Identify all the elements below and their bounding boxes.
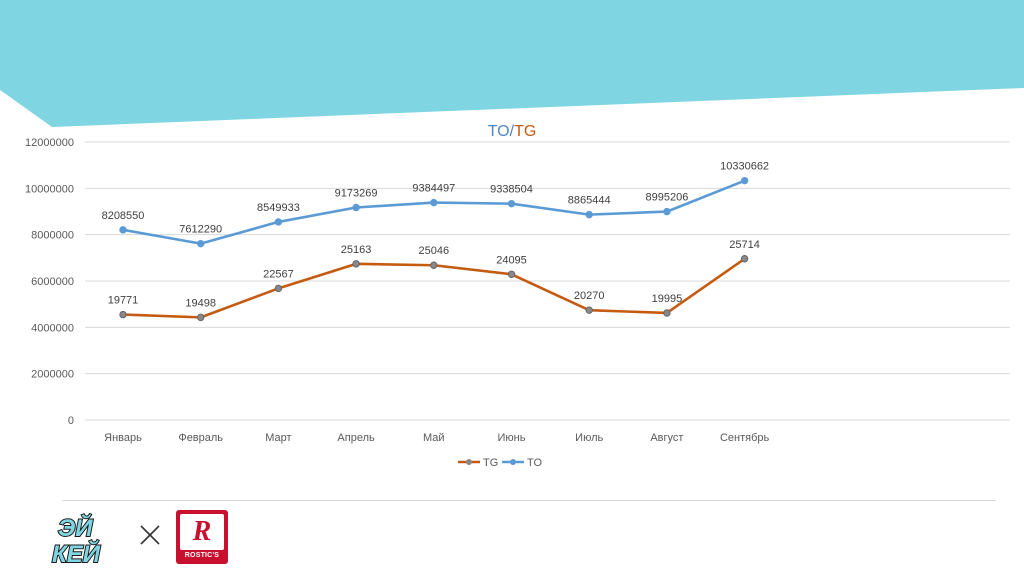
- data-label-tg: 25714: [729, 239, 760, 251]
- y-tick-label: 0: [68, 415, 74, 427]
- data-label-tg: 25163: [341, 244, 372, 256]
- data-point-tg: [274, 284, 283, 293]
- svg-text:КЕЙ: КЕЙ: [52, 539, 101, 566]
- legend: TG TO: [458, 457, 543, 469]
- data-point-to: [119, 226, 127, 234]
- data-point-tg: [119, 310, 127, 319]
- line-chart: 0 2000000 4000000 6000000 8000000 10000000 120…: [25, 137, 1010, 469]
- data-label-tg: 22567: [263, 268, 294, 280]
- svg-text:ЭЙ: ЭЙ: [58, 513, 93, 542]
- footer-divider: [62, 500, 996, 501]
- x-tick-label: Август: [650, 432, 683, 444]
- legend-marker-to: [510, 459, 516, 465]
- y-tick-label: 12000000: [25, 137, 74, 149]
- x-tick-label: Июль: [575, 432, 603, 444]
- title-tg: TG: [514, 123, 537, 140]
- data-point-tg: [507, 270, 516, 278]
- data-label-to: 8208550: [102, 210, 145, 222]
- cross-icon: [140, 525, 160, 545]
- data-point-to: [585, 210, 593, 219]
- title-to: TO: [487, 123, 510, 140]
- data-label-to: 8549933: [257, 202, 300, 214]
- data-label-to: 8995206: [645, 192, 688, 204]
- title-separator: /: [509, 123, 515, 140]
- rostics-r-icon: R: [192, 516, 212, 547]
- footer-logos: ЭЙ КЕЙ R ROSTIC'S: [50, 508, 250, 568]
- rostics-emblem: R: [180, 514, 224, 550]
- x-tick-label: Январь: [104, 432, 142, 444]
- data-label-to: 9173269: [335, 187, 378, 199]
- data-label-tg: 25046: [419, 245, 450, 257]
- data-point-tg: [430, 261, 438, 269]
- y-tick-label: 8000000: [31, 230, 74, 242]
- data-point-to: [352, 203, 360, 212]
- data-point-tg: [585, 306, 593, 314]
- data-label-tg: 19771: [108, 295, 139, 307]
- data-point-tg: [197, 313, 205, 322]
- y-tick-label: 10000000: [25, 183, 74, 195]
- x-tick-label: Май: [423, 432, 445, 444]
- ey-kei-logo: ЭЙ КЕЙ: [51, 512, 102, 566]
- y-axis-ticks: 0 2000000 4000000 6000000 8000000 10000000 120…: [25, 137, 74, 427]
- data-label-tg: 19498: [185, 297, 216, 309]
- legend-marker-tg: [466, 459, 472, 465]
- legend-label-to: TO: [527, 457, 543, 469]
- data-label-to: 9338504: [490, 184, 533, 196]
- banner-shape: [0, 0, 1024, 127]
- data-label-to: 9384497: [412, 183, 455, 195]
- chart-title: TO/TG: [0, 123, 1024, 141]
- data-point-to: [197, 239, 205, 248]
- y-tick-label: 2000000: [31, 369, 74, 381]
- data-point-to: [274, 218, 283, 226]
- data-label-tg: 19995: [652, 293, 683, 305]
- data-label-to: 8865444: [568, 195, 611, 207]
- data-point-to: [740, 176, 749, 185]
- series-points: [119, 176, 749, 322]
- y-tick-label: 4000000: [31, 322, 74, 334]
- x-tick-label: Апрель: [337, 432, 375, 444]
- data-label-tg: 20270: [574, 290, 605, 302]
- data-point-to: [507, 199, 516, 208]
- x-tick-label: Март: [265, 432, 291, 444]
- data-label-to: 7612290: [179, 224, 222, 236]
- y-tick-label: 6000000: [31, 276, 74, 288]
- data-label-to: 10330662: [720, 161, 769, 173]
- data-point-to: [430, 198, 438, 207]
- x-tick-label: Февраль: [178, 432, 223, 444]
- x-axis-ticks: Январь Февраль Март Апрель Май Июнь Июль Август…: [104, 432, 769, 444]
- legend-label-tg: TG: [483, 457, 498, 469]
- data-point-tg: [740, 255, 749, 263]
- data-labels: 19771 19498 22567 25163 25046 24095 20270 19995…: [102, 161, 769, 310]
- data-point-to: [663, 207, 671, 216]
- rostics-wordmark: ROSTIC'S: [184, 552, 220, 559]
- x-tick-label: Сентябрь: [720, 432, 770, 444]
- data-point-tg: [663, 309, 671, 317]
- header-banner: [0, 0, 1024, 127]
- data-label-tg: 24095: [496, 254, 527, 266]
- gridlines: [85, 141, 1010, 421]
- rostics-logo: R ROSTIC'S: [176, 510, 228, 564]
- data-point-tg: [352, 260, 360, 268]
- x-tick-label: Июнь: [498, 432, 526, 444]
